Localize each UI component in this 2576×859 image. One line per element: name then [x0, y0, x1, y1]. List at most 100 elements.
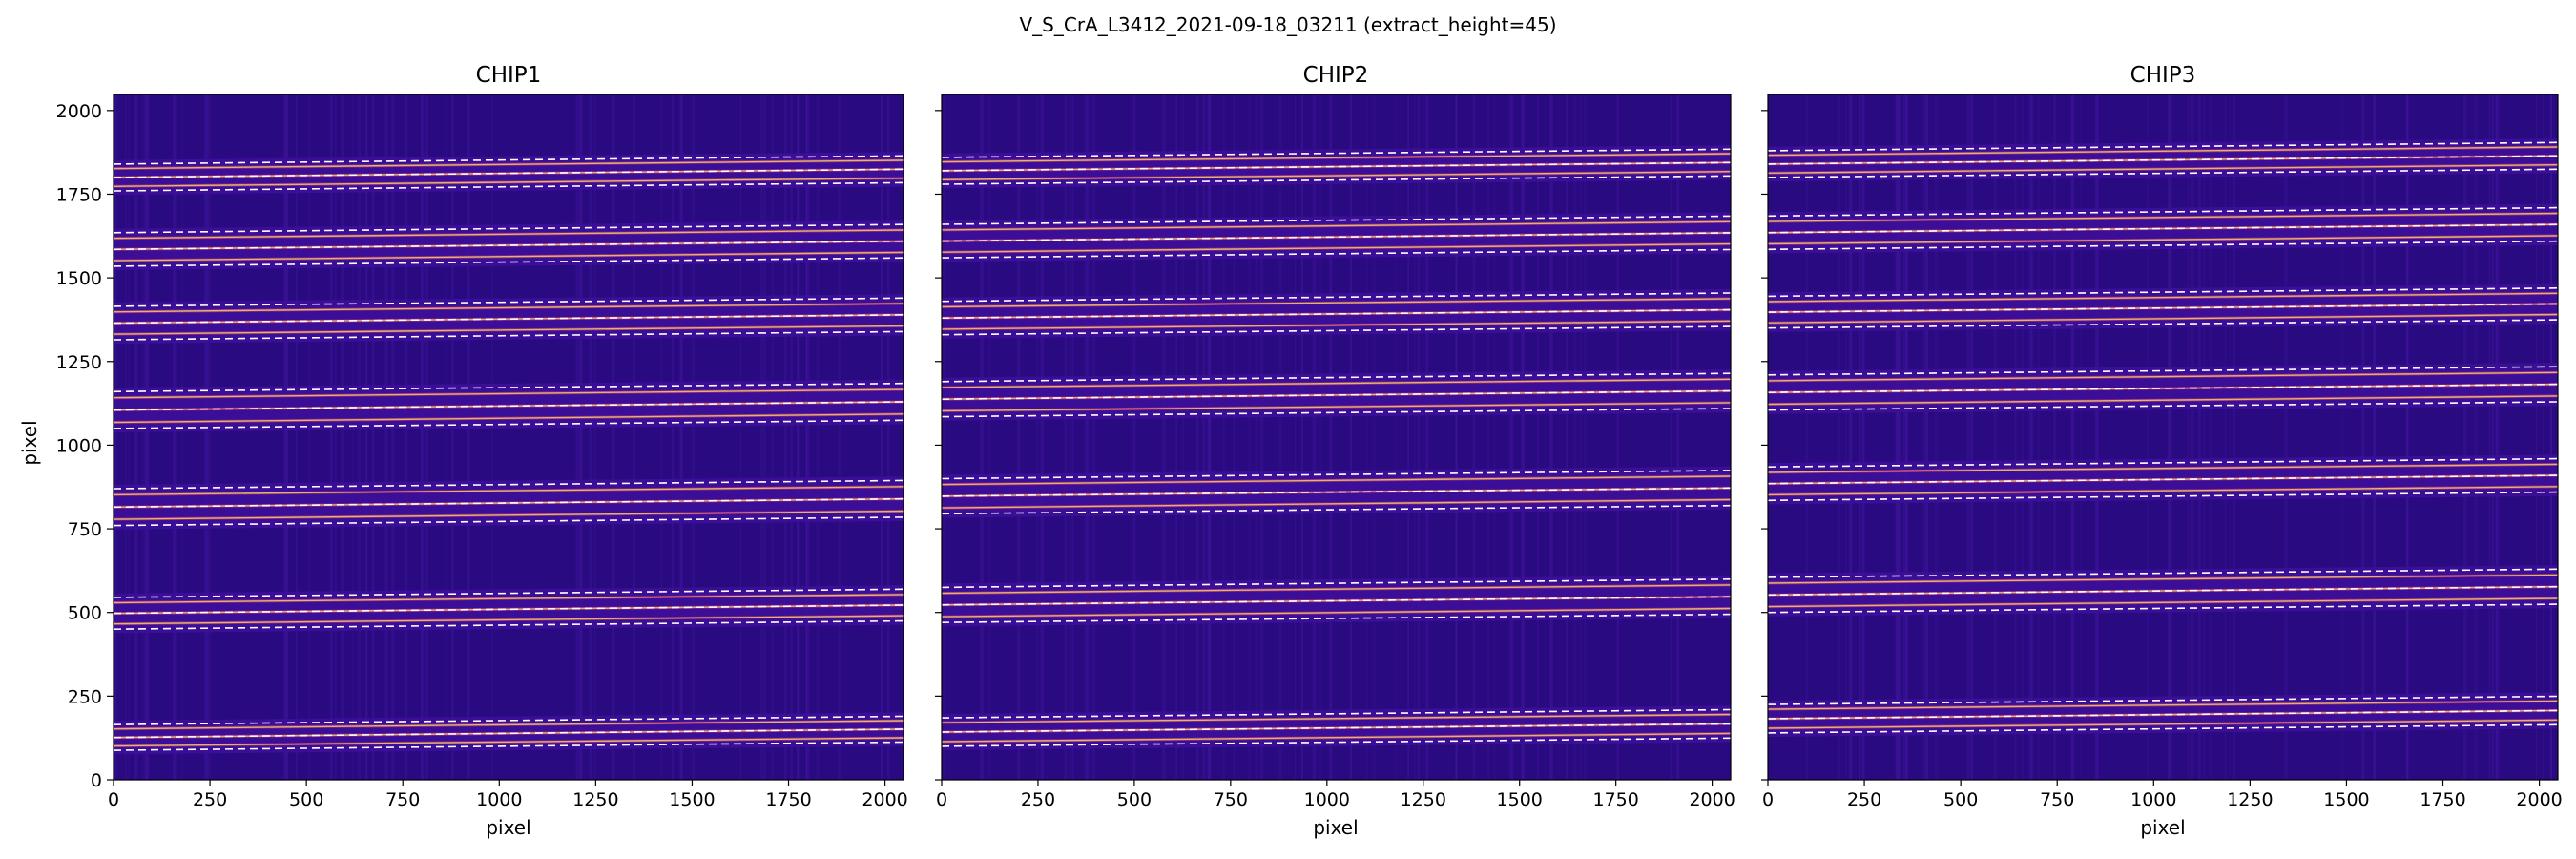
detector-column [838, 94, 841, 780]
detector-column [2340, 94, 2344, 780]
detector-column [1195, 94, 1199, 780]
spectral-trace-core [1767, 146, 2559, 157]
trace-boundary-line [1767, 695, 2559, 705]
x-tick-label: 1750 [1592, 789, 1638, 810]
detector-column [1222, 94, 1225, 780]
spectral-trace-core [113, 251, 904, 262]
trace-boundary-line [113, 382, 904, 393]
detector-column [2464, 94, 2467, 780]
spectral-trace-core [1767, 700, 2559, 710]
detector-column [335, 94, 337, 780]
detector-column [1329, 94, 1333, 780]
detector-column [207, 94, 209, 780]
detector-column [2374, 94, 2376, 780]
detector-column [1859, 94, 1863, 780]
trace-boundary-line [113, 588, 904, 598]
trace-boundary-line [1767, 383, 2559, 393]
detector-column [2053, 94, 2057, 780]
trace-boundary-line [113, 257, 904, 267]
trace-boundary-line [1767, 723, 2559, 734]
x-axis-label: pixel [486, 816, 530, 839]
trace-boundary-line [941, 487, 1732, 497]
detector-column [425, 94, 429, 780]
detector-column [2462, 94, 2465, 780]
x-axis-label: pixel [2140, 816, 2185, 839]
detector-column [1895, 94, 1899, 780]
x-tick-label: 0 [1762, 789, 1774, 810]
spectral-trace-core [941, 298, 1732, 308]
spectral-trace-core [941, 607, 1732, 618]
detector-column [365, 94, 368, 780]
trace-boundary-line [941, 578, 1732, 589]
detector-column [128, 94, 130, 780]
axes-frame [1767, 94, 2559, 781]
detector-column [426, 94, 428, 780]
x-tick-label: 1500 [669, 789, 715, 810]
detector-column [203, 94, 208, 780]
trace-boundary-line [941, 325, 1732, 336]
trace-boundary-line [1767, 206, 2559, 218]
spectral-trace-core [941, 498, 1732, 509]
detector-column [578, 94, 581, 780]
spectral-trace-core [113, 720, 904, 730]
detector-column [1395, 94, 1397, 780]
detector-column [1036, 94, 1039, 780]
x-tick-label: 1000 [476, 789, 522, 810]
detector-column [145, 94, 150, 780]
spectral-trace-core [1767, 486, 2559, 496]
detector-column [1017, 94, 1021, 780]
x-tick-label: 500 [1943, 789, 1978, 810]
spectral-trace-core [113, 737, 904, 747]
detector-column [1233, 94, 1235, 780]
detector-column [1573, 94, 1577, 780]
detector-column [1670, 94, 1672, 780]
detector-column [1923, 94, 1925, 780]
detector-column [1181, 94, 1185, 780]
detector-column [1248, 94, 1251, 780]
detector-column [282, 94, 287, 780]
detector-column [2549, 94, 2553, 780]
spectral-trace-core [941, 320, 1732, 330]
detector-column [2147, 94, 2149, 780]
detector-column [2543, 94, 2545, 780]
detector-column [594, 94, 596, 780]
detector-column [1259, 94, 1264, 780]
detector-column [421, 94, 425, 780]
detector-column [2495, 94, 2498, 780]
detector-column [784, 94, 787, 780]
detector-column [1349, 94, 1352, 780]
detector-column [1566, 94, 1568, 780]
x-tick-label: 0 [936, 789, 947, 810]
spectral-trace-core [1767, 292, 2559, 303]
trace-boundary-line [113, 497, 904, 509]
detector-column [467, 94, 470, 780]
spectral-trace-core [1767, 164, 2559, 174]
x-tick-label: 1250 [572, 789, 618, 810]
spectral-trace-core [113, 325, 904, 335]
detector-column [1523, 94, 1525, 780]
x-tick-label: 2000 [862, 789, 907, 810]
trace-boundary-line [941, 215, 1732, 225]
detector-column [762, 94, 766, 780]
x-tick-label: 1750 [2420, 789, 2465, 810]
detector-column [790, 94, 793, 780]
detector-column [207, 94, 212, 780]
x-tick-label: 2000 [1689, 789, 1735, 810]
detector-background [1768, 94, 2558, 780]
y-tick-label: 750 [68, 519, 102, 540]
detector-column [2187, 94, 2189, 780]
trace-boundary-line [941, 470, 1732, 480]
detector-column [1508, 94, 1513, 780]
detector-column [1071, 94, 1074, 780]
detector-column [1805, 94, 1808, 780]
plot-area: 0 250 500 750 1000 1250 1500 1750 2000 0 250 500 750… [56, 94, 908, 810]
detector-column [943, 94, 946, 780]
y-tick-label: 2000 [56, 101, 102, 122]
panel-title: CHIP3 [2130, 63, 2196, 88]
y-tick-label: 0 [91, 770, 102, 791]
x-tick-label: 1500 [1497, 789, 1543, 810]
trace-boundary-line [941, 737, 1732, 747]
detector-column [2029, 94, 2034, 780]
detector-column [2405, 94, 2409, 780]
panel-title: CHIP2 [1303, 63, 1369, 88]
